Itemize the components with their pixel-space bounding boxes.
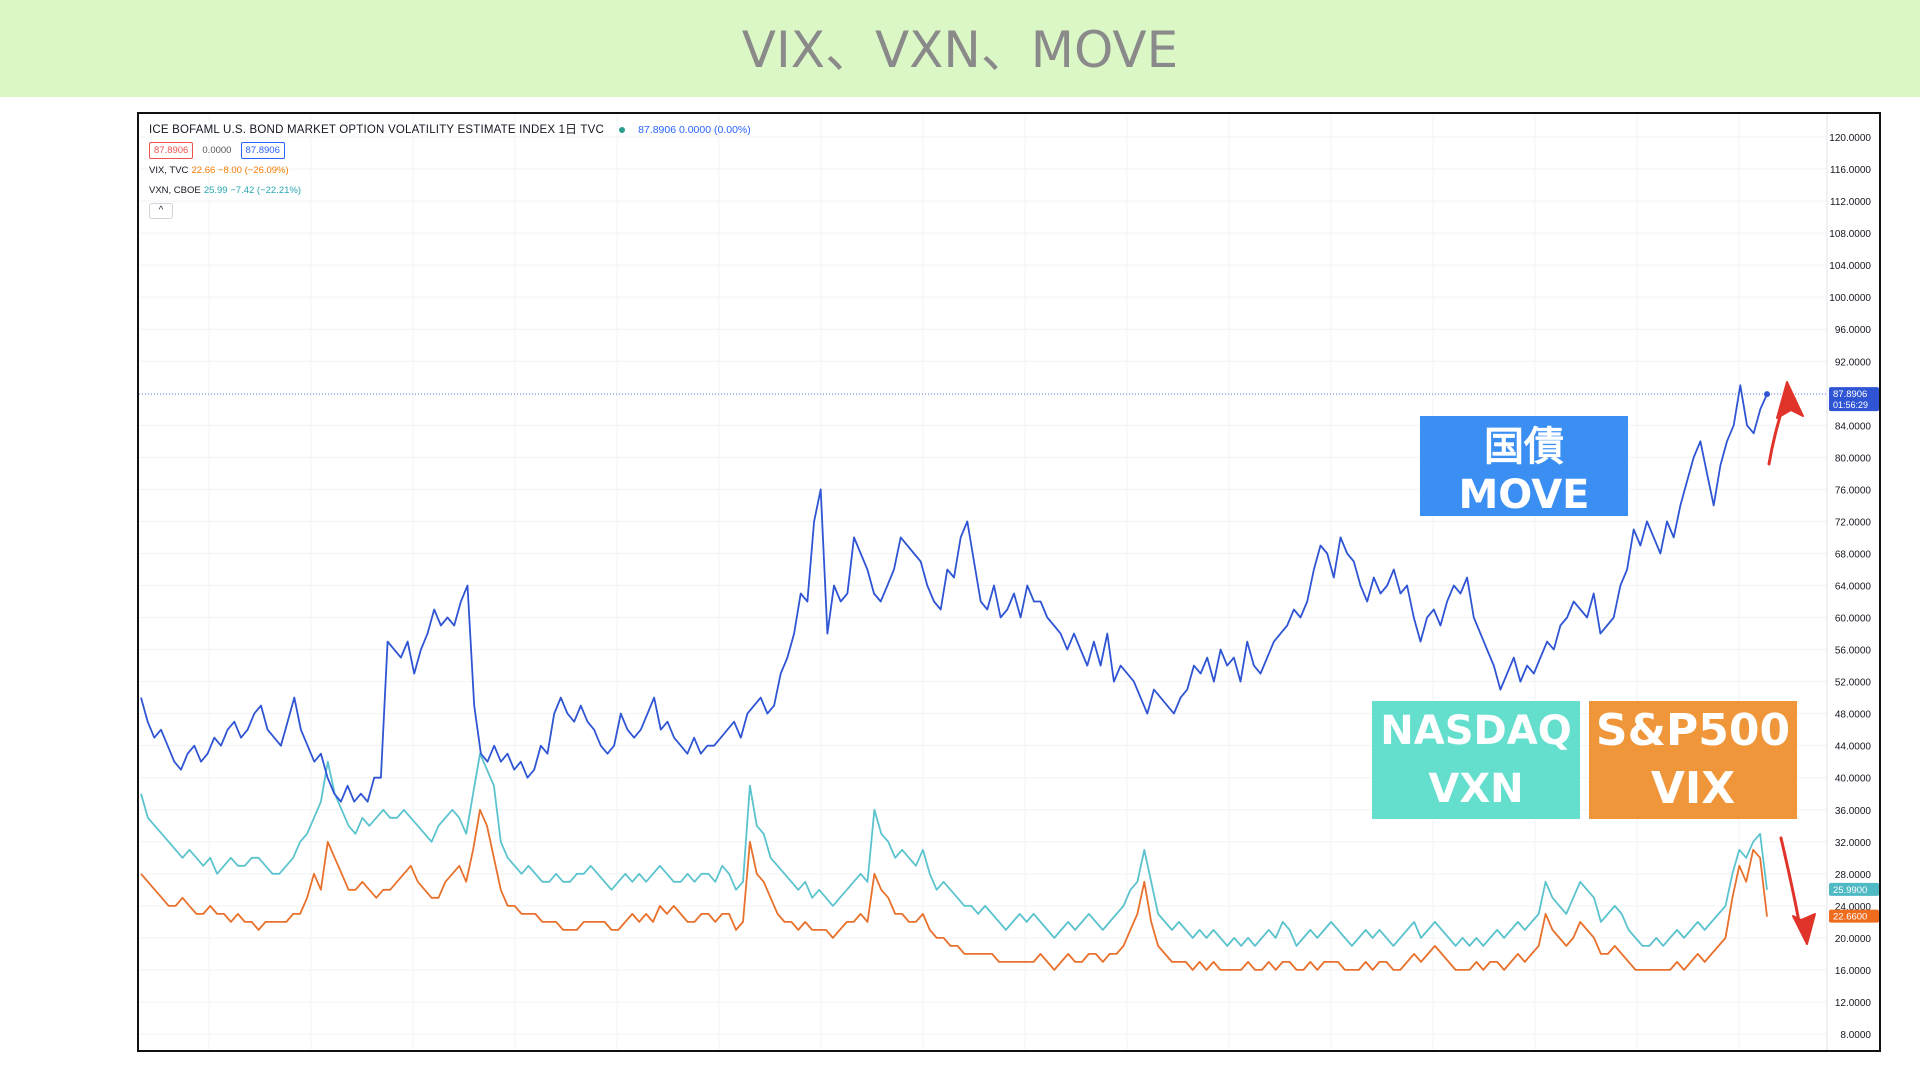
y-tick-label: 32.0000 (1835, 838, 1872, 849)
vxn-price-tag-bg (1829, 882, 1879, 896)
y-tick-label: 36.0000 (1835, 806, 1872, 817)
y-tick-label: 48.0000 (1835, 710, 1872, 721)
y-tick-label: 96.0000 (1835, 325, 1872, 336)
y-tick-label: 28.0000 (1835, 870, 1872, 881)
page-title: VIX、VXN、MOVE (741, 21, 1179, 79)
down-arrow-icon-head (1792, 913, 1816, 945)
y-tick-label: 24.0000 (1835, 902, 1872, 913)
collapse-legend-chevron-up-icon[interactable]: ^ (149, 203, 173, 219)
legend-vxn-row[interactable]: VXN, CBOE 25.99 −7.42 (−22.21%) (149, 180, 751, 200)
vix-price-tag-bg (1829, 909, 1879, 923)
vxn-price-tag-value: 25.9900 (1833, 885, 1867, 896)
y-tick-label: 104.0000 (1829, 261, 1871, 272)
chart-frame[interactable]: 120.0000 116.0000 112.0000 108.0000 104.0000… (137, 112, 1881, 1052)
legend-vxn-name: VXN, CBOE (149, 185, 201, 196)
y-tick-label: 52.0000 (1835, 678, 1872, 689)
y-tick-label: 56.0000 (1835, 646, 1872, 657)
chart-plot[interactable]: 120.0000 116.0000 112.0000 108.0000 104.0000… (139, 114, 1879, 1050)
y-tick-label: 112.0000 (1830, 197, 1871, 208)
title-banner (0, 0, 1920, 97)
y-tick-label: 44.0000 (1835, 742, 1872, 753)
vix-price-tag: 22.6600 (1829, 909, 1879, 923)
y-tick-label: 8.0000 (1840, 1030, 1871, 1041)
move-last-point (1764, 391, 1770, 398)
vix-price-tag-value: 22.6600 (1833, 912, 1867, 923)
y-tick-label: 116.0000 (1830, 165, 1871, 176)
y-tick-label: 120.0000 (1829, 133, 1871, 144)
vix-label: S&P500 VIX (1589, 701, 1797, 819)
move-price-tag-bg (1829, 387, 1879, 412)
move-label: 国債MOVE (1420, 416, 1628, 518)
vxn-label-line1: NASDAQ (1380, 708, 1572, 754)
y-tick-label: 16.0000 (1835, 966, 1872, 977)
vxn-label: NASDAQ VXN (1372, 701, 1580, 819)
series-line-move[interactable] (140, 384, 1768, 803)
vxn-label-line2: VXN (1428, 766, 1524, 812)
legend-main-title: ICE BOFAML U.S. BOND MARKET OPTION VOLAT… (149, 124, 604, 136)
legend-box-row: 87.8906 0.0000 87.8906 (149, 140, 751, 160)
y-tick-label: 40.0000 (1835, 774, 1872, 785)
series-line-vxn[interactable] (140, 752, 1768, 947)
legend-vix-row[interactable]: VIX, TVC 22.66 −8.00 (−26.09%) (149, 160, 751, 180)
spread-value: 0.0000 (202, 145, 232, 156)
y-tick-label: 76.0000 (1835, 485, 1872, 496)
y-tick-label: 100.0000 (1829, 293, 1871, 304)
y-tick-label: 84.0000 (1835, 421, 1872, 432)
down-arrow-icon-shaft (1779, 836, 1801, 924)
y-tick-label: 92.0000 (1835, 357, 1872, 368)
y-tick-label: 20.0000 (1835, 934, 1872, 945)
up-arrow-icon (1767, 381, 1804, 466)
y-tick-label: 68.0000 (1835, 549, 1872, 560)
vxn-price-tag: 25.9900 (1829, 882, 1879, 896)
vix-label-line2: VIX (1650, 763, 1736, 814)
legend-vxn-value: 25.99 −7.42 (−22.21%) (203, 185, 301, 196)
buy-price-box[interactable]: 87.8906 (240, 142, 285, 159)
down-arrow-icon (1779, 836, 1816, 945)
move-price-tag-value: 87.8906 (1833, 389, 1867, 400)
legend-vix-name: VIX, TVC (149, 165, 189, 176)
chart-legend: ICE BOFAML U.S. BOND MARKET OPTION VOLAT… (149, 120, 751, 219)
y-tick-label: 12.0000 (1835, 998, 1872, 1009)
vix-label-line1: S&P500 (1595, 705, 1791, 756)
y-tick-label: 108.0000 (1829, 229, 1871, 240)
sell-price-box[interactable]: 87.8906 (149, 142, 194, 159)
legend-main-value: 87.8906 0.0000 (0.00%) (638, 124, 751, 136)
up-arrow-icon-head (1776, 381, 1804, 419)
legend-main-row[interactable]: ICE BOFAML U.S. BOND MARKET OPTION VOLAT… (149, 120, 751, 140)
move-label-text: 国債MOVE (1458, 424, 1590, 518)
y-tick-label: 80.0000 (1835, 453, 1872, 464)
y-tick-label: 60.0000 (1835, 614, 1872, 625)
y-tick-label: 64.0000 (1835, 582, 1872, 593)
market-status-dot-icon (619, 126, 626, 133)
y-tick-label: 72.0000 (1835, 517, 1872, 528)
series-line-vix[interactable] (140, 808, 1768, 971)
legend-vix-value: 22.66 −8.00 (−26.09%) (191, 165, 289, 176)
move-price-tag-time: 01:56:29 (1833, 400, 1868, 410)
